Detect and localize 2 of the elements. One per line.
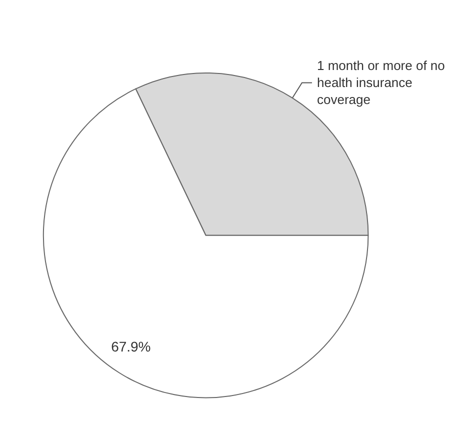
slice-label: 1 month or more of no health insurance coverage bbox=[316, 58, 445, 108]
data-label: 67.9% bbox=[111, 338, 151, 355]
